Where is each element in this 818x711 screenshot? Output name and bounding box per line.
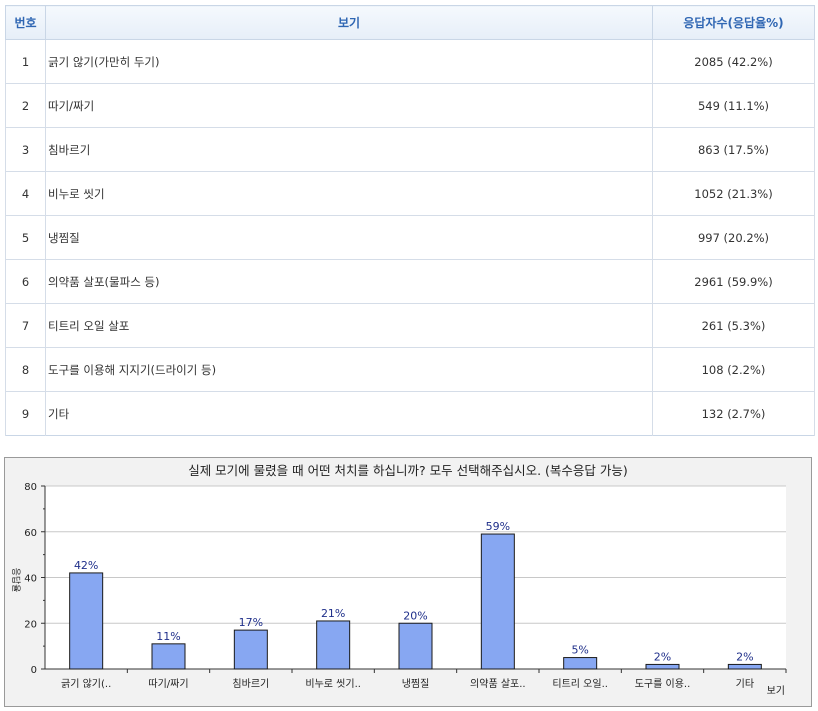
x-axis-label: 보기 <box>767 685 785 697</box>
row-option: 티트리 오일 살포 <box>45 303 653 348</box>
data-label: 11% <box>156 630 180 643</box>
row-responses: 2961 (59.9%) <box>652 259 815 304</box>
x-tick-label: 냉찜질 <box>402 678 430 690</box>
row-responses: 132 (2.7%) <box>652 391 815 436</box>
data-label: 59% <box>486 520 510 533</box>
chart-title: 실제 모기에 물렸을 때 어떤 처치를 하십니까? 모두 선택해주십시오. (복… <box>188 463 628 478</box>
x-tick-label: 비누로 씻기.. <box>305 678 361 690</box>
table-row: 7 티트리 오일 살포 261 (5.3%) <box>5 303 815 348</box>
bar <box>316 620 351 670</box>
grid-lines <box>45 485 786 624</box>
table-row: 3 침바르기 863 (17.5%) <box>5 127 815 172</box>
table-row: 6 의약품 살포(물파스 등) 2961 (59.9%) <box>5 259 815 304</box>
x-tick-label: 긁기 않기(.. <box>61 678 111 690</box>
x-tick-label: 도구를 이용.. <box>635 678 691 690</box>
row-option: 침바르기 <box>45 127 653 172</box>
bar <box>151 643 186 670</box>
bar <box>645 663 680 670</box>
row-no: 8 <box>5 347 46 392</box>
x-tick-label: 따기/짜기 <box>148 678 188 690</box>
y-axis-label: 응답율 <box>10 568 22 593</box>
row-option: 냉찜질 <box>45 215 653 260</box>
y-tick-label: 80 <box>24 482 37 493</box>
row-option: 비누로 씻기 <box>45 171 653 216</box>
header-option: 보기 <box>45 5 653 40</box>
table-row: 4 비누로 씻기 1052 (21.3%) <box>5 171 815 216</box>
chart-panel: 실제 모기에 물렸을 때 어떤 처치를 하십니까? 모두 선택해주십시오. (복… <box>4 457 812 707</box>
data-label: 20% <box>403 609 427 622</box>
y-tick-label: 20 <box>24 619 37 630</box>
row-no: 2 <box>5 83 46 128</box>
data-label: 2% <box>654 650 671 663</box>
table-row: 5 냉찜질 997 (20.2%) <box>5 215 815 260</box>
x-tick-label: 기타 <box>736 678 754 690</box>
data-labels: 42% 11% 17% 21% 20% 59% 5% 2% 2% <box>74 520 754 663</box>
bar <box>563 657 598 670</box>
x-tick-label: 티트리 오일.. <box>552 678 608 690</box>
y-tick-label: 0 <box>31 665 37 676</box>
y-tick-label: 60 <box>24 528 37 539</box>
row-responses: 1052 (21.3%) <box>652 171 815 216</box>
y-tick-labels: 0 20 40 60 80 <box>24 482 37 676</box>
table-row: 8 도구를 이용해 지지기(드라이기 등) 108 (2.2%) <box>5 347 815 392</box>
x-tick-label: 침바르기 <box>232 678 269 690</box>
row-option: 도구를 이용해 지지기(드라이기 등) <box>45 347 653 392</box>
bar <box>69 572 104 670</box>
table-row: 2 따기/짜기 549 (11.1%) <box>5 83 815 128</box>
data-label: 2% <box>736 650 753 663</box>
row-option: 의약품 살포(물파스 등) <box>45 259 653 304</box>
table-header-row: 번호 보기 응답자수(응답율%) <box>5 5 815 40</box>
row-option: 따기/짜기 <box>45 83 653 128</box>
bar <box>727 663 762 670</box>
data-label: 42% <box>74 559 98 572</box>
row-responses: 108 (2.2%) <box>652 347 815 392</box>
bar-chart: 실제 모기에 물렸을 때 어떤 처치를 하십니까? 모두 선택해주십시오. (복… <box>10 463 787 697</box>
row-responses: 863 (17.5%) <box>652 127 815 172</box>
row-option: 긁기 않기(가만히 두기) <box>45 39 653 84</box>
table-row: 9 기타 132 (2.7%) <box>5 391 815 436</box>
row-no: 4 <box>5 171 46 216</box>
row-responses: 2085 (42.2%) <box>652 39 815 84</box>
row-no: 9 <box>5 391 46 436</box>
bars <box>69 533 762 670</box>
results-table: 번호 보기 응답자수(응답율%) 1 긁기 않기(가만히 두기) 2085 (4… <box>5 5 815 436</box>
row-responses: 261 (5.3%) <box>652 303 815 348</box>
row-no: 7 <box>5 303 46 348</box>
row-option: 기타 <box>45 391 653 436</box>
data-label: 5% <box>571 644 588 657</box>
x-tick-labels: 긁기 않기(.. 따기/짜기 침바르기 비누로 씻기.. 냉찜질 의약품 살포.. 티트리 … <box>61 678 754 690</box>
row-responses: 997 (20.2%) <box>652 215 815 260</box>
row-no: 1 <box>5 39 46 84</box>
row-no: 6 <box>5 259 46 304</box>
row-responses: 549 (11.1%) <box>652 83 815 128</box>
header-no: 번호 <box>5 5 46 40</box>
bar <box>480 533 515 670</box>
bar <box>398 622 433 670</box>
header-responses: 응답자수(응답율%) <box>652 5 815 40</box>
bar <box>233 629 268 670</box>
row-no: 5 <box>5 215 46 260</box>
data-label: 17% <box>239 616 263 629</box>
x-tick-label: 의약품 살포.. <box>470 678 526 690</box>
y-tick-label: 40 <box>24 574 37 585</box>
table-row: 1 긁기 않기(가만히 두기) 2085 (42.2%) <box>5 39 815 84</box>
data-label: 21% <box>321 607 345 620</box>
row-no: 3 <box>5 127 46 172</box>
